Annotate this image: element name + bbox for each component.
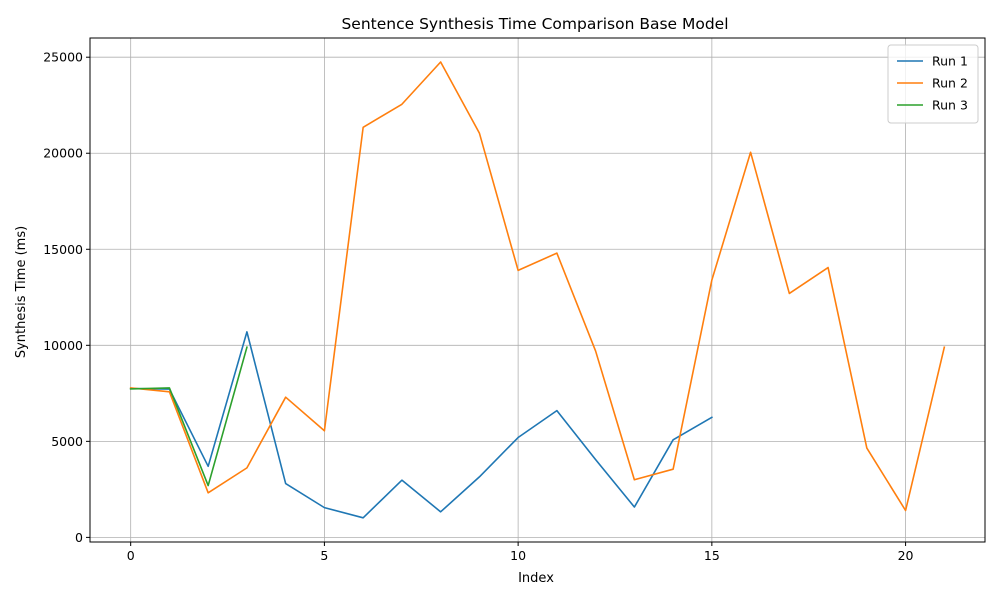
- plot-area-frame: [89, 37, 986, 543]
- x-tick-label: 20: [898, 548, 914, 563]
- legend-label: Run 3: [932, 98, 968, 113]
- x-tick-label: 15: [704, 548, 720, 563]
- grid: [90, 38, 985, 542]
- legend-box: [887, 44, 979, 124]
- series-line-run-3: [129, 346, 248, 487]
- legend-label: Run 2: [932, 76, 968, 91]
- y-tick-label: 0: [75, 530, 83, 545]
- x-tick-label: 5: [320, 548, 328, 563]
- y-tick-label: 20000: [43, 146, 83, 161]
- legend: Run 1 Run 2 Run 3: [887, 44, 979, 124]
- x-axis-label: Index: [518, 571, 554, 586]
- y-axis-label: Synthesis Time (ms): [14, 226, 29, 358]
- y-tick-label: 15000: [43, 242, 83, 257]
- y-tick-label: 25000: [43, 50, 83, 65]
- x-tick-label: 10: [510, 548, 526, 563]
- y-tick-label: 5000: [51, 434, 83, 449]
- y-tick-label: 10000: [43, 338, 83, 353]
- series-line-run-1: [129, 331, 713, 519]
- chart-title: Sentence Synthesis Time Comparison Base …: [341, 15, 728, 33]
- x-tick-label: 0: [127, 548, 135, 563]
- series-line-run-2: [129, 61, 946, 512]
- axis-ticks: 0 5 10 15 20 0 5000 10000 15000 20000 25000: [43, 50, 913, 563]
- series-lines: [129, 61, 946, 519]
- legend-label: Run 1: [932, 54, 968, 69]
